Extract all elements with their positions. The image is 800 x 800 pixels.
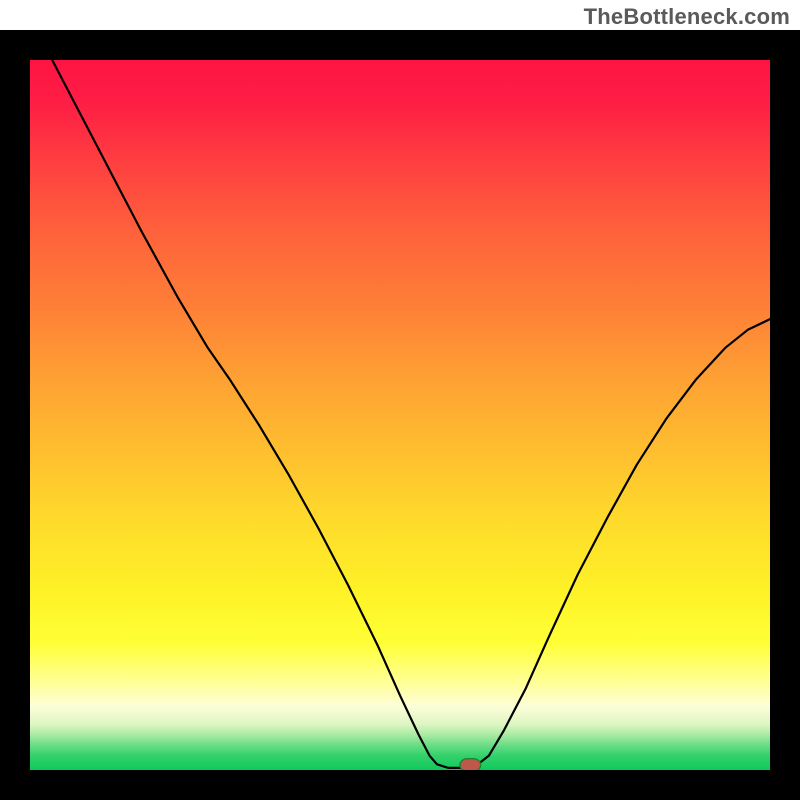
watermark-text: TheBottleneck.com: [584, 4, 790, 30]
frame: TheBottleneck.com: [0, 0, 800, 800]
chart-region: [0, 30, 800, 800]
chart-background: [30, 60, 770, 770]
chart-svg: [30, 60, 770, 770]
optimal-marker: [460, 759, 481, 770]
chart-inner: [30, 60, 770, 770]
